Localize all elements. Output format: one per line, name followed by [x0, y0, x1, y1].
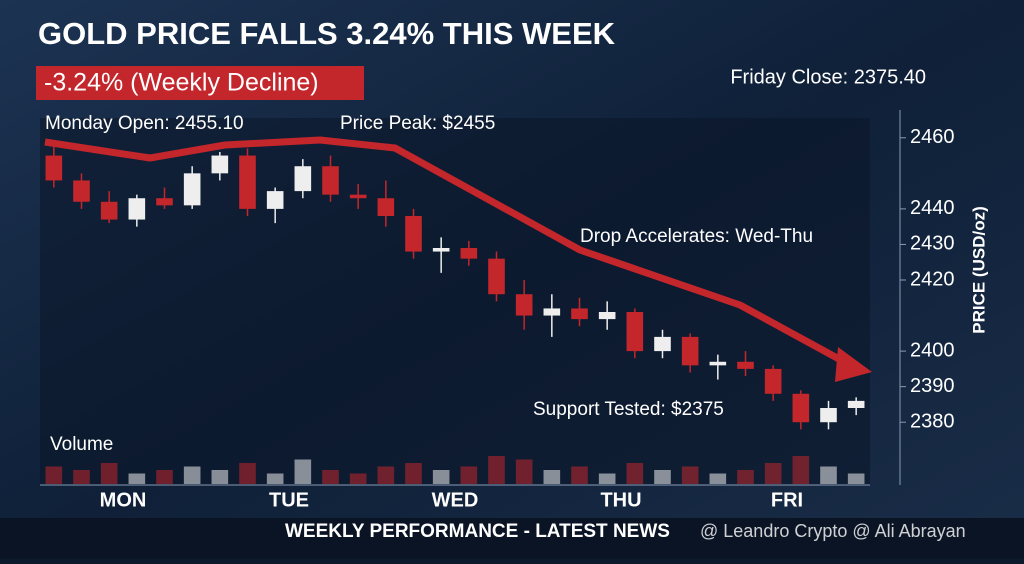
annotation: Drop Accelerates: Wed-Thu [580, 226, 813, 247]
x-tick-label: FRI [771, 489, 803, 511]
candle-body [211, 155, 229, 174]
volume-bar [792, 456, 810, 484]
candle-body [405, 216, 422, 252]
volume-bar [73, 470, 90, 484]
x-tick-label: WED [432, 489, 479, 511]
candle-body [45, 155, 63, 181]
volume-bar [488, 456, 505, 484]
candle-body [626, 312, 644, 352]
volume-bar [377, 466, 395, 484]
annotation: Price Peak: $2455 [340, 113, 495, 134]
volume-bar [598, 473, 616, 484]
candle-body [543, 308, 561, 316]
volume-bar [709, 473, 727, 484]
candle-body [266, 191, 284, 209]
volume-bar [322, 470, 339, 484]
badge-box [36, 66, 364, 100]
candle-body [488, 258, 505, 295]
annotation: Support Tested: $2375 [533, 399, 724, 420]
trend-arrow [44, 136, 852, 369]
candle-body [847, 400, 865, 408]
volume-bar [100, 463, 118, 484]
volume-bar [239, 463, 256, 484]
volume-bar [737, 470, 754, 484]
candle-body [709, 361, 727, 366]
y-axis-label: PRICE (USD/oz) [969, 206, 988, 334]
volume-bar [211, 470, 229, 484]
x-tick-label: TUE [269, 489, 309, 511]
chart-title: GOLD PRICE FALLS 3.24% THIS WEEK [38, 16, 616, 51]
volume-bar [266, 473, 284, 484]
volume-bar [626, 463, 644, 484]
volume-bar [432, 470, 450, 484]
candle-body [156, 198, 173, 206]
volume-bar [183, 466, 201, 484]
candle-body [183, 173, 201, 206]
x-tick-label: MON [100, 489, 147, 511]
watermark: @ Leandro Crypto @ Ali Abrayan [700, 521, 966, 541]
candle-body [681, 336, 699, 366]
candle-body [737, 361, 754, 369]
candle-body [654, 336, 671, 352]
candle-body [128, 198, 146, 220]
candle-body [100, 201, 118, 220]
volume-bar [543, 470, 561, 484]
candle-body [598, 312, 616, 320]
footer-bar [0, 518, 1024, 559]
volume-bar [764, 463, 782, 484]
candle-body [349, 194, 367, 199]
volume-bar [128, 473, 146, 484]
candle-body [571, 308, 588, 320]
candle-body [792, 393, 810, 423]
volume-bar [847, 473, 865, 484]
x-tick-label: THU [600, 489, 641, 511]
candle-body [820, 408, 837, 423]
volume-bar [405, 463, 422, 484]
candle-body [322, 166, 339, 195]
y-tick-label: 2440 [910, 197, 955, 219]
y-tick-label: 2400 [910, 339, 955, 361]
candle-body [377, 198, 395, 216]
y-tick-label: 2380 [910, 411, 955, 433]
y-tick-label: 2460 [910, 126, 955, 148]
candle-body [460, 248, 478, 259]
volume-bar [156, 470, 173, 484]
volume-label: Volume [50, 434, 113, 455]
volume-bar [681, 466, 699, 484]
volume-bar [294, 459, 312, 484]
candle-body [515, 294, 533, 316]
candle-body [294, 166, 312, 192]
volume-bar [349, 473, 367, 484]
y-tick-label: 2420 [910, 268, 955, 290]
volume-bar [820, 466, 837, 484]
trend-arrow-head [835, 347, 872, 382]
y-tick-label: 2390 [910, 375, 955, 397]
plot-area [40, 118, 870, 485]
annotation: Monday Open: 2455.10 [45, 113, 244, 134]
volume-bar [654, 470, 671, 484]
volume-bar [45, 466, 63, 484]
y-tick-label: 2430 [910, 233, 955, 255]
volume-bar [571, 466, 588, 484]
badge: -3.24% (Weekly Decline) [44, 69, 319, 97]
candle-body [73, 180, 90, 202]
volume-bar [460, 466, 478, 484]
volume-bar [515, 459, 533, 484]
candle-body [432, 248, 450, 252]
candle-body [239, 155, 256, 209]
footer: WEEKLY PERFORMANCE - LATEST NEWS [285, 521, 670, 542]
annotation: Friday Close: 2375.40 [730, 66, 926, 88]
candle-body [764, 368, 782, 394]
